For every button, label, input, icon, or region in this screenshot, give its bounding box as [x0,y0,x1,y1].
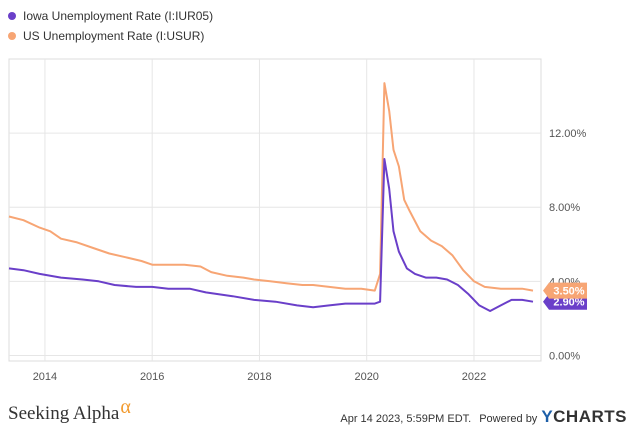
powered-by-label: Powered by [479,413,538,425]
legend: Iowa Unemployment Rate (I:IUR05) US Unem… [8,6,213,46]
ycharts-logo[interactable]: YCHARTS [541,407,627,427]
x-tick-label-1: 2016 [140,371,164,383]
plot-frame [8,58,542,362]
last-value-label-1: 3.50% [553,286,584,298]
y-tick-label-3: 12.00% [549,128,587,140]
last-value-label-0: 2.90% [553,297,584,309]
legend-label-us: US Unemployment Rate (I:USUR) [23,29,205,43]
y-tick-label-0: 0.00% [549,350,580,362]
ycharts-logo-y: Y [541,407,554,426]
timestamp: Apr 14 2023, 5:59PM EDT. [340,413,472,425]
brand-name: Seeking Alpha [8,403,120,424]
legend-item-iowa[interactable]: Iowa Unemployment Rate (I:IUR05) [8,6,213,26]
legend-label-iowa: Iowa Unemployment Rate (I:IUR05) [23,9,214,23]
x-tick-label-4: 2022 [462,371,486,383]
series-line-0 [8,158,534,312]
last-value-badge-1 [543,282,587,299]
ycharts-logo-rest: CHARTS [553,407,627,426]
y-tick-label-2: 8.00% [549,202,580,214]
alpha-icon: α [120,396,131,418]
legend-swatch-us [8,32,16,40]
x-tick-label-0: 2014 [33,371,57,383]
legend-swatch-iowa [8,12,16,20]
x-tick-label-3: 2020 [354,371,378,383]
x-tick-label-2: 2018 [247,371,271,383]
footer-credit: Apr 14 2023, 5:59PM EDT. Powered by YCHA… [340,407,627,427]
seeking-alpha-logo: Seeking Alphaα [8,396,131,425]
series-line-1 [8,82,534,292]
legend-item-us[interactable]: US Unemployment Rate (I:USUR) [8,26,213,46]
